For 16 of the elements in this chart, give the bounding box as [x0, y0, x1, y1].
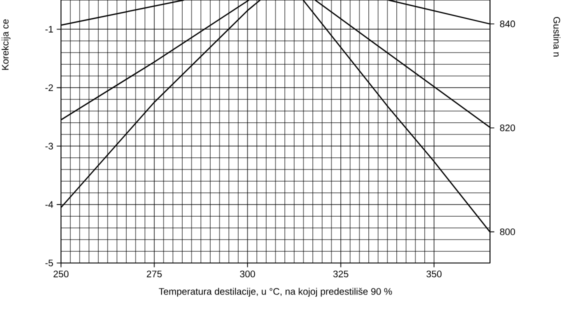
x-tick-label: 325	[333, 270, 348, 278]
x-tick-label: 350	[426, 270, 442, 278]
y2-tick-label: 840	[500, 20, 516, 28]
y-tick-label: -1	[45, 26, 53, 32]
y2-tick-label: 820	[500, 124, 516, 132]
y-axis-title: Korekcija ce	[2, 19, 10, 70]
x-tick-label: 300	[240, 270, 256, 278]
y-tick-label: -5	[45, 260, 54, 266]
y-tick-label: -3	[45, 142, 53, 150]
y-tick-label: -4	[45, 201, 54, 208]
y2-axis-title: Gustina n	[553, 17, 560, 56]
x-tick-label: 250	[54, 270, 69, 278]
x-tick-label: 275	[146, 270, 162, 278]
y-tick-label: -2	[45, 84, 53, 91]
x-axis-title: Temperatura destilacije, u °C, na kojoj predestiliše 90 %	[158, 288, 392, 297]
y2-tick-label: 800	[500, 228, 516, 236]
